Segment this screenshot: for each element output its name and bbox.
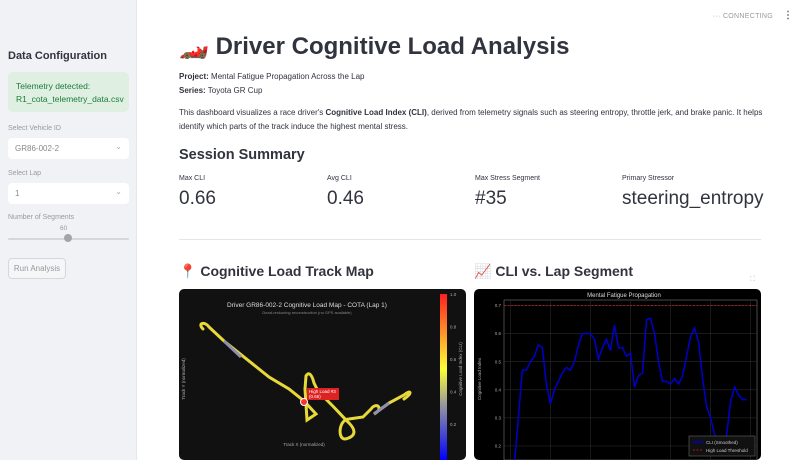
lap-value: 1	[15, 189, 20, 198]
y-tick-label: 0.3	[495, 415, 502, 420]
series-value: Toyota GR Cup	[207, 86, 263, 95]
metric-value: 0.66	[179, 188, 216, 209]
colorbar-tick: 1.0	[450, 292, 457, 297]
chart-up-icon: 📈	[474, 263, 492, 279]
desc-text: This dashboard visualizes a race driver'…	[179, 108, 326, 117]
colorbar-label: Cognitive Load Index (CLI)	[458, 342, 463, 396]
series-label: Series:	[179, 86, 206, 95]
high-load-annotation	[307, 388, 339, 400]
alert-line: Telemetry detected:	[16, 81, 91, 91]
colorbar-tick: 0.4	[450, 390, 457, 395]
high-load-marker	[300, 398, 308, 406]
project-label: Project:	[179, 72, 209, 81]
sidebar-title: Data Configuration	[8, 50, 107, 62]
sidebar: Data Configuration Telemetry detected: R…	[0, 0, 137, 460]
heading-text: CLI vs. Lap Segment	[495, 263, 634, 279]
segments-value: 60	[60, 225, 68, 232]
metric-value: steering_entropy	[622, 188, 764, 209]
desc-bold: Cognitive Load Index (CLI)	[325, 108, 427, 117]
title-text: Driver Cognitive Load Analysis	[215, 33, 570, 60]
cli-series-line	[514, 317, 747, 460]
y-tick-label: 0.5	[495, 359, 502, 364]
divider	[179, 239, 761, 240]
vehicle-label: Select Vehicle ID	[8, 125, 61, 132]
metric-label: Primary Stressor	[622, 175, 675, 182]
y-tick-label: 0.6	[495, 331, 502, 336]
metric-label: Max CLI	[179, 175, 206, 182]
metric-max-cli: Max CLI 0.66	[179, 175, 216, 210]
session-summary-heading: Session Summary	[179, 147, 305, 163]
low-load-segment	[222, 339, 243, 359]
segments-slider-handle[interactable]	[64, 234, 72, 242]
page-title: 🏎️ Driver Cognitive Load Analysis	[179, 32, 569, 61]
heading-text: Cognitive Load Track Map	[200, 263, 374, 279]
desc-text: , derived from telemetry signals such as…	[179, 108, 763, 131]
map-ylabel: Track Y (normalized)	[181, 358, 186, 400]
chevron-down-icon: ⌄	[115, 187, 122, 196]
alert-filename: R1_cota_telemetry_data.csv	[16, 94, 124, 104]
fullscreen-icon[interactable]: ⛶	[750, 276, 755, 283]
track-path	[199, 321, 412, 441]
colorbar-tick: 0.6	[450, 357, 457, 362]
run-analysis-button[interactable]: Run Analysis	[8, 258, 66, 279]
metric-avg-cli: Avg CLI 0.46	[327, 175, 364, 210]
metric-label: Avg CLI	[327, 175, 352, 182]
race-car-icon: 🏎️	[179, 33, 209, 60]
connection-status: ··· CONNECTING	[712, 13, 773, 20]
vehicle-value: GR86-002-2	[15, 144, 60, 153]
project-line: Project: Mental Fatigue Propagation Acro…	[179, 72, 364, 81]
description: This dashboard visualizes a race driver'…	[179, 106, 769, 134]
metric-value: 0.46	[327, 188, 364, 209]
annotation-text: High Load #3	[309, 389, 336, 394]
telemetry-alert: Telemetry detected: R1_cota_telemetry_da…	[8, 72, 129, 112]
map-xlabel: Track X (normalized)	[283, 442, 325, 447]
series-line: Series: Toyota GR Cup	[179, 86, 262, 95]
cli-chart-heading: 📈 CLI vs. Lap Segment	[474, 263, 633, 280]
chart-ylabel: Cognitive Load Index	[477, 357, 482, 400]
track-map-heading: 📍 Cognitive Load Track Map	[179, 263, 374, 280]
kebab-menu-icon[interactable]: ⋮	[783, 10, 793, 21]
status-text: CONNECTING	[722, 13, 773, 20]
y-tick-label: 0.2	[495, 443, 502, 448]
legend-threshold: High Load Threshold	[706, 448, 748, 453]
vehicle-select[interactable]: GR86-002-2 ⌄	[8, 138, 129, 159]
y-tick-label: 0.7	[495, 303, 502, 308]
track-map-figure: Driver GR86-002-2 Cognitive Load Map - C…	[179, 289, 466, 460]
pin-icon: 📍	[179, 263, 197, 279]
colorbar-tick: 0.2	[450, 422, 457, 427]
legend: CLI (Smoothed) High Load Threshold	[688, 435, 756, 457]
annotation-text: (0.66)	[309, 394, 321, 399]
low-load-segment	[373, 401, 390, 416]
chart-title: Mental Fatigue Propagation	[587, 293, 661, 299]
colorbar-tick: 0.8	[450, 325, 457, 330]
segments-label: Number of Segments	[8, 214, 75, 221]
metric-label: Max Stress Segment	[475, 175, 540, 182]
lap-label: Select Lap	[8, 170, 42, 177]
y-tick-label: 0.4	[495, 387, 502, 392]
map-subtitle: Dead-reckoning reconstruction (no GPS av…	[262, 310, 352, 315]
colorbar	[440, 294, 447, 460]
chevron-down-icon: ⌄	[115, 142, 122, 151]
metric-max-stress-segment: Max Stress Segment #35	[475, 175, 540, 210]
legend-cli: CLI (Smoothed)	[706, 440, 738, 445]
metric-value: #35	[475, 188, 507, 209]
map-title: Driver GR86-002-2 Cognitive Load Map - C…	[227, 302, 387, 309]
metric-primary-stressor: Primary Stressor steering_entropy	[622, 175, 764, 210]
project-value: Mental Fatigue Propagation Across the La…	[211, 72, 365, 81]
lap-select[interactable]: 1 ⌄	[8, 183, 129, 204]
cli-line-figure: Mental Fatigue Propagation Cognitive Loa…	[474, 289, 761, 460]
